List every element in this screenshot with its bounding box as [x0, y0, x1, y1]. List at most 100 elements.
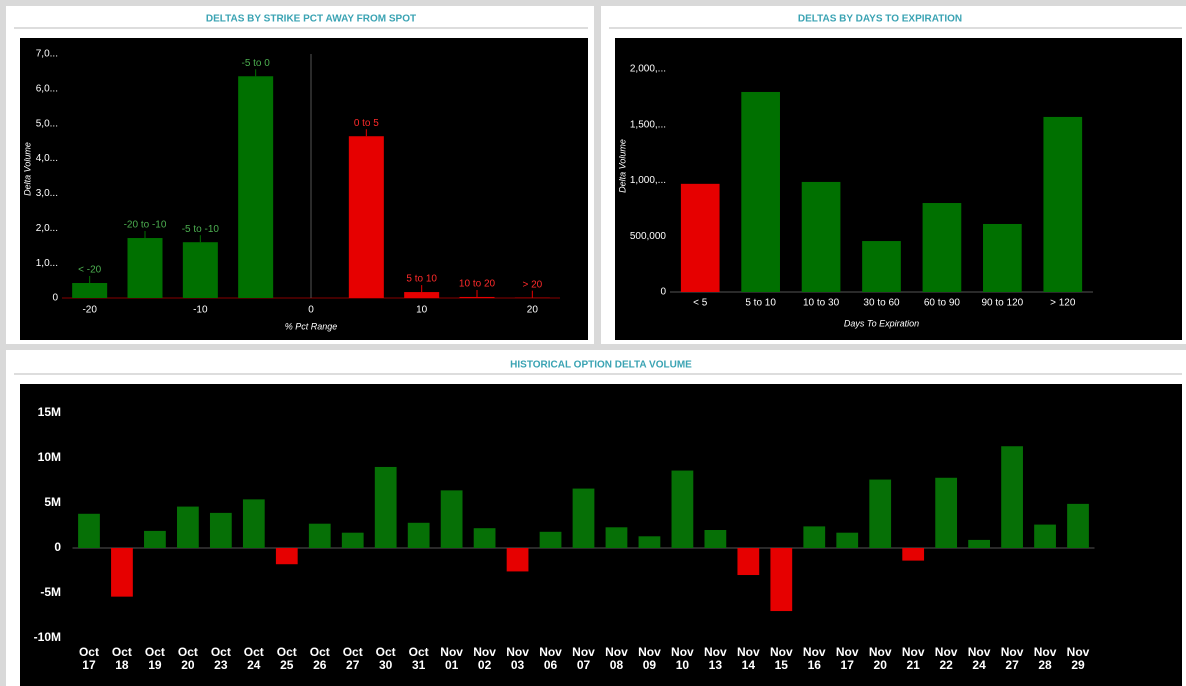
- x-tick-label: Nov 16: [802, 645, 826, 672]
- y-tick-label: 5M: [44, 495, 61, 509]
- x-tick-label: Nov 20: [868, 645, 892, 672]
- x-tick-label: Oct 27: [342, 645, 363, 672]
- y-axis-label: Delta Volume: [22, 142, 32, 196]
- x-tick-label: Nov 27: [1000, 645, 1024, 672]
- x-tick-label: 10 to 30: [803, 298, 840, 309]
- plot-area: [20, 38, 588, 340]
- x-axis-label: Days To Expiration: [844, 318, 919, 328]
- bar: [671, 470, 694, 549]
- x-tick-label: Nov 01: [440, 645, 463, 672]
- bar: [869, 479, 892, 549]
- y-tick-label: 1,0...: [36, 258, 58, 269]
- bar: [72, 283, 108, 298]
- bar: [374, 466, 397, 549]
- bar: [638, 536, 661, 549]
- data-label: > 20: [522, 279, 542, 290]
- x-tick-label: 30 to 60: [863, 298, 900, 309]
- bar: [770, 548, 793, 612]
- bar: [144, 530, 166, 549]
- x-tick-label: Oct 25: [276, 645, 297, 672]
- chart-title: HISTORICAL OPTION DELTA VOLUME: [510, 360, 692, 371]
- bar: [983, 223, 1022, 292]
- y-tick-label: 7,0...: [36, 49, 58, 60]
- x-tick-label: -20: [82, 305, 97, 316]
- data-label: -5 to -10: [182, 224, 220, 235]
- bar: [506, 548, 529, 572]
- y-tick-label: 0: [660, 287, 666, 298]
- y-tick-label: 3,0...: [36, 188, 58, 199]
- x-tick-label: Nov 22: [934, 645, 958, 672]
- data-label: 5 to 10: [406, 274, 437, 285]
- bar: [238, 76, 274, 298]
- y-tick-label: 4,0...: [36, 153, 58, 164]
- bar: [1067, 503, 1089, 549]
- x-axis-label: % Pct Range: [285, 321, 338, 331]
- bar: [1043, 116, 1083, 292]
- bar: [605, 527, 628, 549]
- x-tick-label: Oct 31: [408, 645, 429, 672]
- data-label: < -20: [78, 265, 102, 276]
- y-tick-label: 15M: [38, 405, 61, 419]
- x-tick-label: Oct 23: [210, 645, 231, 672]
- x-tick-label: Oct 20: [177, 645, 198, 672]
- y-tick-label: 0: [54, 540, 61, 554]
- x-tick-label: 0: [308, 305, 314, 316]
- x-tick-label: Oct 30: [375, 645, 396, 672]
- bar: [836, 532, 859, 549]
- x-tick-label: Nov 14: [736, 645, 760, 672]
- chart-title: DELTAS BY DAYS TO EXPIRATION: [798, 14, 962, 25]
- bar: [209, 512, 232, 549]
- bar: [922, 203, 962, 292]
- bar: [862, 241, 901, 292]
- bar: [177, 506, 199, 549]
- bar: [902, 548, 925, 561]
- y-tick-label: -10M: [34, 630, 61, 644]
- x-tick-label: Nov 15: [769, 645, 793, 672]
- x-tick-label: Oct 18: [111, 645, 132, 672]
- x-tick-label: Nov 28: [1033, 645, 1057, 672]
- bar: [275, 548, 298, 565]
- bar: [801, 181, 841, 292]
- y-tick-label: 500,000: [630, 231, 667, 242]
- y-tick-label: 10M: [38, 450, 61, 464]
- x-tick-label: Nov 06: [539, 645, 562, 672]
- bar: [1001, 446, 1023, 549]
- x-tick-label: 60 to 90: [924, 298, 961, 309]
- x-tick-label: Nov 08: [605, 645, 628, 672]
- bar: [78, 513, 100, 549]
- data-label: -5 to 0: [241, 58, 270, 69]
- y-tick-label: 2,0...: [36, 223, 58, 234]
- x-tick-label: Nov 09: [638, 645, 661, 672]
- x-tick-label: 10: [416, 305, 428, 316]
- x-tick-label: Nov 29: [1066, 645, 1090, 672]
- x-tick-label: Nov 02: [473, 645, 496, 672]
- x-tick-label: < 5: [693, 298, 708, 309]
- bar: [407, 522, 430, 549]
- x-tick-label: Oct 19: [144, 645, 165, 672]
- x-tick-label: Oct 17: [78, 645, 99, 672]
- bar: [741, 91, 780, 292]
- bar: [1034, 524, 1056, 549]
- y-tick-label: -5M: [40, 585, 61, 599]
- bar: [111, 548, 133, 597]
- bar: [704, 529, 727, 549]
- y-axis-label: Delta Volume: [617, 139, 627, 193]
- data-label: 10 to 20: [459, 279, 496, 290]
- y-tick-label: 5,0...: [36, 118, 58, 129]
- x-tick-label: > 120: [1050, 298, 1076, 309]
- bar: [539, 531, 562, 549]
- x-tick-label: Nov 13: [704, 645, 727, 672]
- bar: [348, 136, 384, 298]
- bar: [737, 548, 760, 576]
- x-tick-label: 90 to 120: [981, 298, 1023, 309]
- x-tick-label: Nov 03: [506, 645, 529, 672]
- bar: [459, 296, 495, 298]
- x-tick-label: Nov 21: [901, 645, 925, 672]
- bar: [182, 242, 218, 298]
- x-tick-label: 20: [527, 305, 539, 316]
- bar: [341, 532, 364, 549]
- x-tick-label: Nov 24: [967, 645, 991, 672]
- data-label: -20 to -10: [124, 220, 167, 231]
- y-tick-label: 0: [52, 293, 58, 304]
